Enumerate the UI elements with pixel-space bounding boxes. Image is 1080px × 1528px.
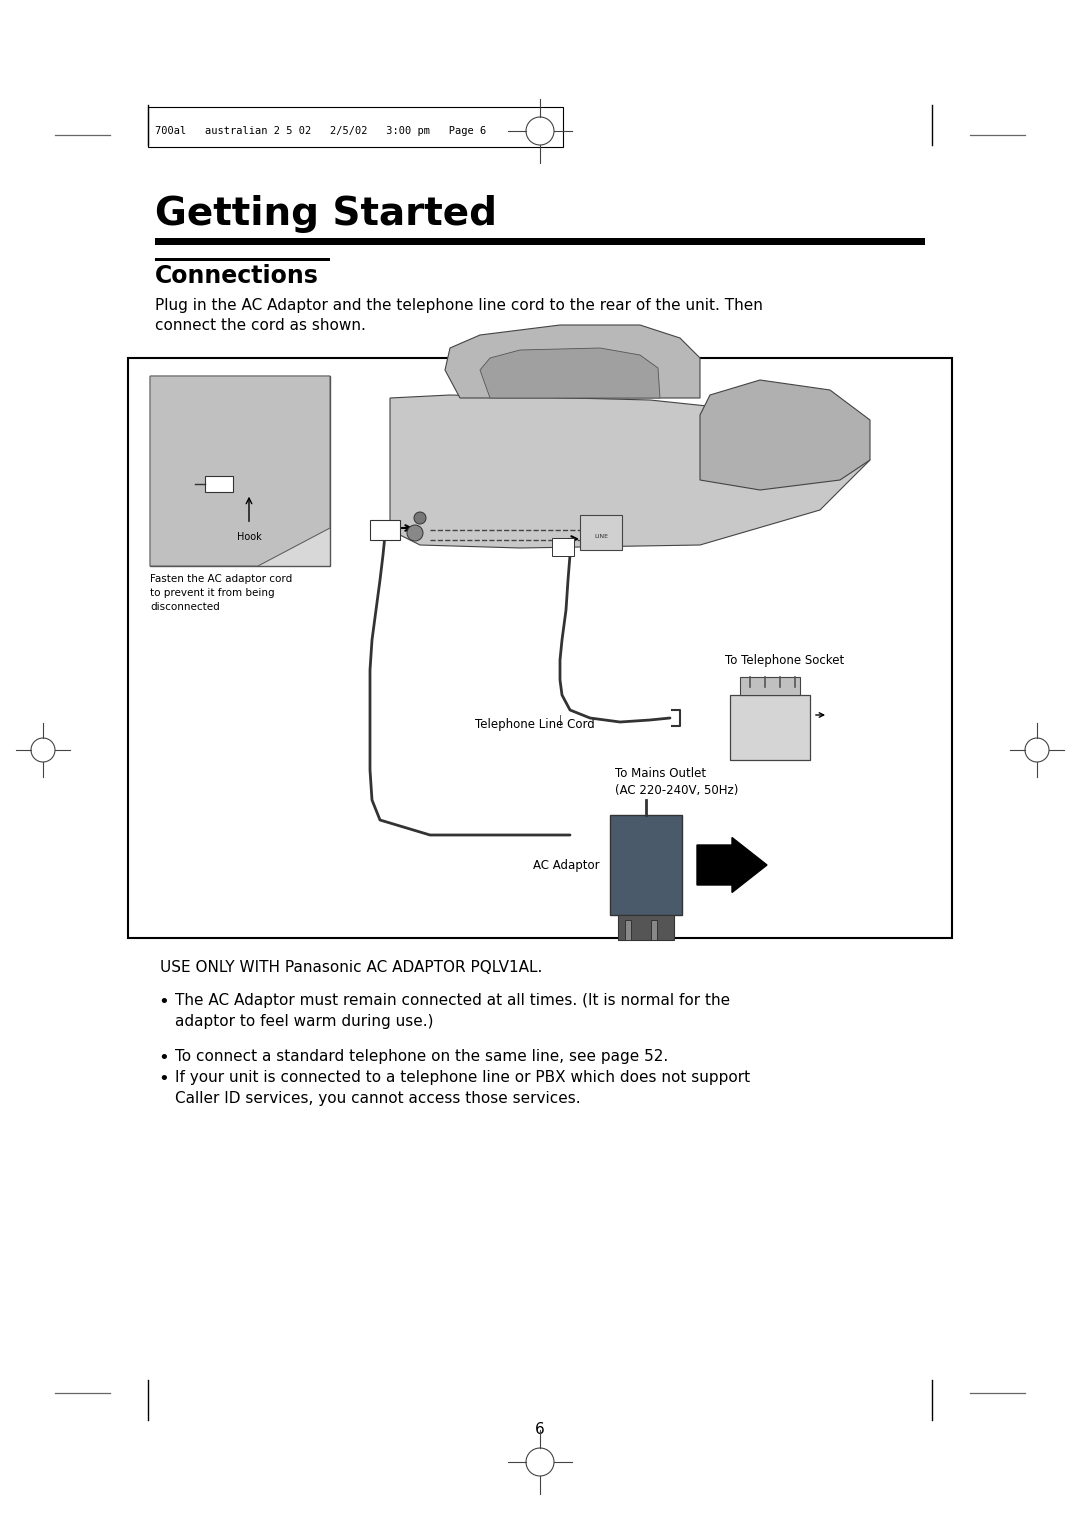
- Polygon shape: [150, 376, 330, 565]
- Text: If your unit is connected to a telephone line or PBX which does not support: If your unit is connected to a telephone…: [175, 1070, 751, 1085]
- Text: •: •: [158, 1070, 168, 1088]
- Polygon shape: [390, 396, 870, 549]
- Text: Fasten the AC adaptor cord: Fasten the AC adaptor cord: [150, 575, 293, 584]
- FancyArrow shape: [697, 837, 767, 892]
- Text: adaptor to feel warm during use.): adaptor to feel warm during use.): [175, 1015, 433, 1028]
- Bar: [129, 358, 951, 938]
- Bar: [618, 915, 674, 940]
- Text: The AC Adaptor must remain connected at all times. (It is normal for the: The AC Adaptor must remain connected at …: [175, 993, 730, 1008]
- Text: Telephone Line Cord: Telephone Line Cord: [475, 718, 595, 730]
- Text: (AC 220-240V, 50Hz): (AC 220-240V, 50Hz): [615, 784, 739, 798]
- Text: Getting Started: Getting Started: [156, 196, 497, 232]
- Text: AC Adaptor: AC Adaptor: [534, 859, 600, 871]
- Text: USE ONLY WITH Panasonic AC ADAPTOR PQLV1AL.: USE ONLY WITH Panasonic AC ADAPTOR PQLV1…: [160, 960, 542, 975]
- Text: LINE: LINE: [594, 533, 608, 538]
- Text: Plug in the AC Adaptor and the telephone line cord to the rear of the unit. Then: Plug in the AC Adaptor and the telephone…: [156, 298, 762, 313]
- Bar: [625, 920, 631, 940]
- Bar: [150, 376, 330, 565]
- Bar: [148, 107, 563, 147]
- Bar: [552, 538, 573, 556]
- Bar: [730, 695, 810, 759]
- Text: 6: 6: [535, 1423, 545, 1438]
- Text: To Mains Outlet: To Mains Outlet: [615, 767, 706, 779]
- Bar: [610, 814, 681, 915]
- Text: Caller ID services, you cannot access those services.: Caller ID services, you cannot access th…: [175, 1091, 581, 1106]
- Bar: [370, 520, 400, 539]
- Polygon shape: [700, 380, 870, 490]
- Text: •: •: [158, 1050, 168, 1067]
- Text: 700al   australian 2 5 02   2/5/02   3:00 pm   Page 6: 700al australian 2 5 02 2/5/02 3:00 pm P…: [156, 125, 486, 136]
- Text: connect the cord as shown.: connect the cord as shown.: [156, 318, 366, 333]
- Circle shape: [414, 512, 426, 524]
- Text: disconnected: disconnected: [150, 602, 219, 613]
- Bar: [156, 258, 330, 260]
- Bar: [156, 238, 924, 244]
- Text: to prevent it from being: to prevent it from being: [150, 588, 274, 597]
- Polygon shape: [445, 325, 700, 397]
- Text: Hook: Hook: [237, 532, 261, 542]
- Text: To Telephone Socket: To Telephone Socket: [725, 654, 845, 668]
- Bar: [651, 920, 657, 940]
- Text: Connections: Connections: [156, 264, 319, 287]
- Bar: [740, 677, 800, 695]
- Text: •: •: [158, 993, 168, 1012]
- Text: To connect a standard telephone on the same line, see page 52.: To connect a standard telephone on the s…: [175, 1050, 669, 1063]
- Circle shape: [407, 526, 423, 541]
- Bar: [205, 475, 233, 492]
- Bar: [580, 515, 622, 550]
- Polygon shape: [480, 348, 660, 397]
